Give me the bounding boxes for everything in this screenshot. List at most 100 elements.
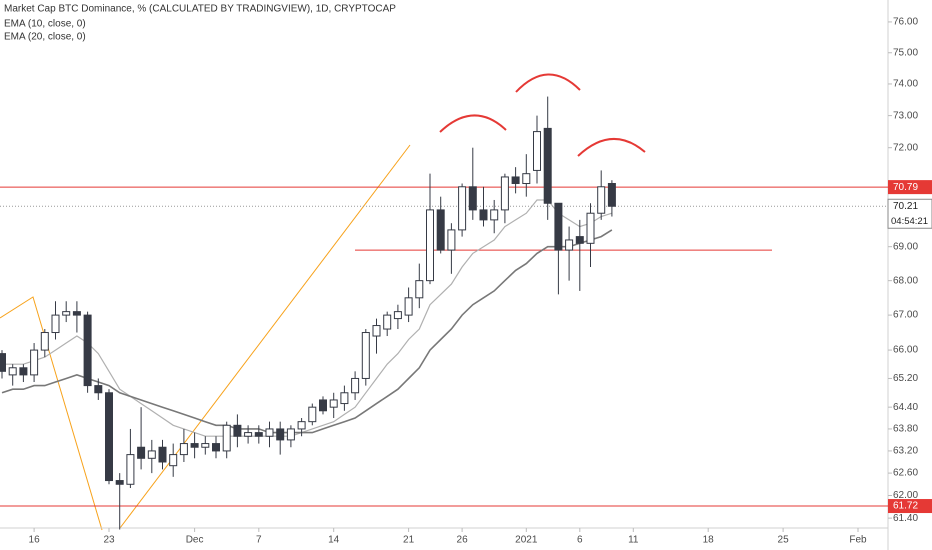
candle-body	[222, 424, 231, 452]
candle-body	[233, 424, 242, 437]
x-tick-label: 6	[577, 535, 583, 546]
candle-body	[426, 209, 434, 282]
price-line-label-box	[888, 499, 932, 514]
candle-body	[329, 399, 338, 408]
candle-body	[169, 454, 178, 467]
x-tick-label: 21	[403, 535, 415, 546]
candle-body	[190, 443, 199, 448]
ema-line	[2, 199, 613, 437]
candle-body	[340, 392, 349, 405]
candle-body	[597, 186, 606, 214]
candle-body	[265, 428, 274, 437]
y-tick-label: 73.00	[893, 110, 918, 121]
candle-body	[351, 377, 360, 394]
candle-body	[383, 314, 392, 330]
y-tick-label: 76.00	[893, 17, 918, 28]
candle-body	[179, 443, 188, 456]
candle-body	[607, 183, 616, 207]
last-price-label: 70.21	[893, 201, 918, 212]
candle-body	[575, 236, 584, 244]
candle-body	[105, 392, 113, 482]
candle-body	[137, 446, 146, 459]
y-tick-label: 63.20	[893, 446, 918, 457]
candle-body	[72, 311, 81, 316]
candle-body	[490, 209, 499, 221]
candle-body	[51, 314, 60, 334]
candle-body	[286, 428, 295, 441]
candle-body	[62, 311, 71, 316]
x-tick-label: 11	[628, 535, 639, 546]
y-tick-label: 75.00	[893, 47, 918, 58]
candle-body	[0, 353, 6, 372]
x-tick-label: 25	[778, 535, 790, 546]
x-tick-label: Feb	[849, 535, 867, 546]
candle-body	[533, 131, 541, 171]
candle-body	[554, 202, 563, 251]
candle-body	[500, 176, 509, 211]
candle-body	[30, 349, 39, 376]
head-arc	[515, 73, 581, 93]
shoulder-arc	[439, 114, 507, 133]
y-tick-label: 68.00	[893, 275, 918, 286]
candle-body	[586, 212, 595, 244]
price-line-label-box	[888, 180, 932, 195]
chart-title: Market Cap BTC Dominance, % (CALCULATED …	[4, 4, 396, 15]
y-tick-label: 63.80	[893, 424, 918, 435]
legend-entry: EMA (10, close, 0)	[4, 19, 86, 30]
candle-body	[415, 280, 424, 299]
y-tick-label: 72.00	[893, 142, 918, 153]
candle-body	[147, 450, 156, 459]
x-tick-label: 7	[256, 535, 262, 546]
y-tick-label: 66.00	[893, 345, 918, 356]
candle-body	[244, 432, 253, 437]
candle-body	[158, 446, 167, 463]
candle-body	[458, 186, 467, 231]
candle-body	[308, 406, 317, 423]
trend-drawing	[119, 144, 411, 529]
countdown-label: 04:54:21	[891, 216, 928, 227]
x-tick-label: 2021	[515, 535, 538, 546]
candle-body	[372, 325, 381, 337]
y-tick-label: 62.00	[893, 490, 918, 501]
x-tick-label: 16	[29, 535, 41, 546]
y-tick-label: 67.00	[893, 310, 918, 321]
candle-body	[511, 176, 520, 185]
y-tick-label: 62.60	[893, 468, 918, 479]
candle-body	[40, 332, 49, 351]
candle-body	[254, 432, 263, 437]
x-tick-label: 23	[103, 535, 115, 546]
candle-body	[276, 428, 285, 441]
candle-body	[543, 127, 552, 204]
candle-body	[393, 311, 402, 320]
legend-entry: EMA (20, close, 0)	[4, 32, 86, 43]
candle-body	[201, 443, 210, 448]
y-tick-label: 64.40	[893, 402, 918, 413]
price-line-label: 70.79	[893, 182, 918, 193]
candle-body	[8, 367, 17, 376]
x-tick-label: 18	[703, 535, 715, 546]
candle-body	[83, 314, 92, 387]
y-tick-label: 61.40	[893, 513, 918, 524]
drawings	[0, 73, 646, 531]
candle-body	[94, 385, 103, 394]
candle-body	[126, 454, 135, 485]
candle-body	[115, 480, 124, 485]
candle-body	[468, 186, 477, 211]
price-line-label: 61.72	[893, 501, 918, 512]
shoulder-arc	[577, 138, 646, 157]
candle-body	[19, 367, 28, 376]
candle-body	[361, 332, 370, 379]
candle-body	[565, 239, 574, 251]
x-tick-label: 14	[328, 535, 340, 546]
candle-body	[319, 399, 327, 412]
candle-body	[522, 173, 531, 185]
x-tick-label: 26	[457, 535, 469, 546]
ema-line	[1, 229, 613, 434]
y-tick-label: 69.00	[893, 241, 918, 252]
trend-drawing	[0, 296, 103, 531]
y-tick-label: 65.20	[893, 373, 918, 384]
y-tick-label: 74.00	[893, 79, 918, 90]
candle-body	[404, 297, 413, 316]
candle-body	[297, 421, 306, 430]
